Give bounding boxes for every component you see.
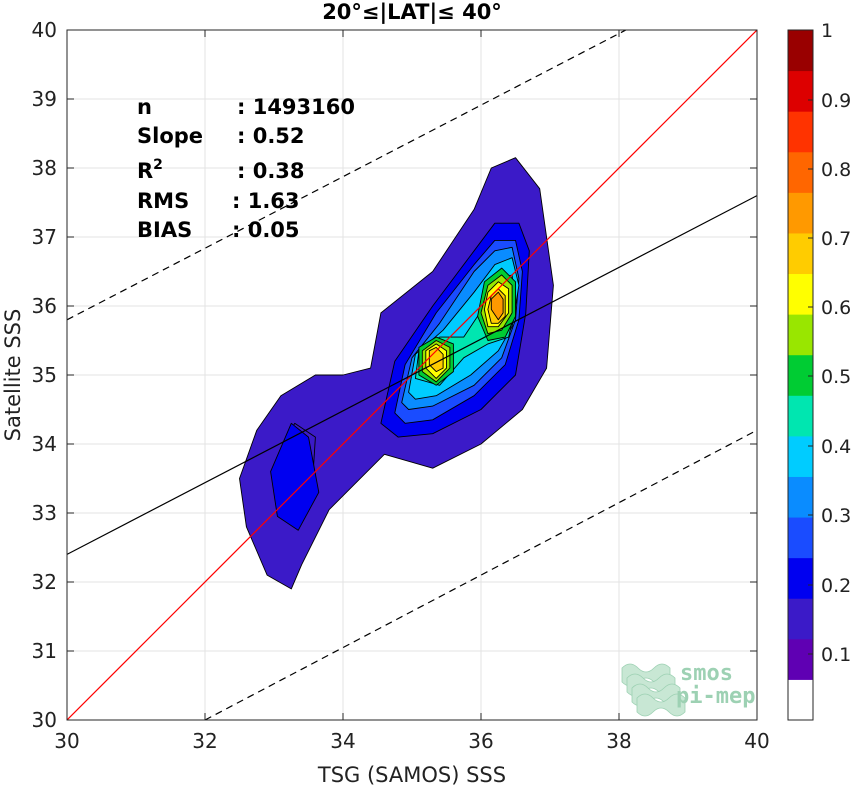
y-tick-label: 32	[32, 570, 57, 594]
colorbar-tick-label: 1	[821, 20, 833, 42]
stat-label-superscript: 2	[153, 157, 163, 173]
x-tick-label: 38	[606, 729, 631, 753]
y-tick-label: 35	[32, 363, 57, 387]
y-tick-label: 38	[32, 156, 57, 180]
y-tick-label: 31	[32, 639, 57, 663]
colorbar-swatch	[788, 192, 813, 234]
colorbar-swatch	[788, 111, 813, 153]
stat-value-bias: : 0.05	[232, 218, 300, 242]
stat-label-rms: RMS	[137, 189, 189, 213]
axis-ticks: 30 32 34 36 38 40 30 31 32 33 34 35 36 37 38 39 40	[32, 18, 770, 753]
regression-fit	[67, 195, 757, 555]
stat-value-r: : 0.38	[237, 159, 305, 183]
colorbar-swatch	[788, 70, 813, 112]
x-tick-label: 32	[192, 729, 217, 753]
colorbar-swatch	[788, 557, 813, 599]
wave-layer	[636, 693, 686, 717]
colorbar-swatch	[788, 435, 813, 477]
colorbar-swatch	[788, 354, 813, 396]
colorbar-tick-label: 0.1	[821, 644, 851, 666]
smos-wave-icon	[621, 663, 686, 717]
x-tick-label: 40	[744, 729, 769, 753]
reference-lines	[67, 30, 757, 720]
colorbar-swatch	[788, 232, 813, 275]
colorbar-swatch	[788, 30, 813, 72]
colorbar-tick-label: 0.3	[821, 505, 851, 527]
watermark-line2: pi-mep	[676, 684, 755, 709]
y-axis-label: Satellite SSS	[1, 309, 25, 442]
chart-title: 20°≤|LAT|≤ 40°	[322, 0, 502, 25]
x-tick-label: 34	[330, 729, 355, 753]
colorbar-swatch	[788, 476, 813, 518]
upper-bound	[67, 30, 627, 321]
colorbar-swatch	[788, 638, 813, 680]
contour-level-11	[490, 291, 504, 321]
colorbar-swatch	[788, 679, 813, 721]
colorbar-swatch	[788, 395, 813, 437]
y-tick-label: 33	[32, 501, 57, 525]
density-contours	[239, 157, 554, 590]
stat-label-n: n	[137, 95, 152, 119]
colorbar-swatch	[788, 151, 813, 193]
stat-value-rms: : 1.63	[232, 189, 300, 213]
colorbar-frame	[787, 29, 814, 721]
colorbar-swatch	[788, 598, 813, 640]
colorbar-tick-label: 0.5	[821, 366, 851, 388]
colorbar-tick-label: 0.2	[821, 575, 851, 597]
y-tick-label: 40	[32, 18, 57, 42]
y-tick-label: 39	[32, 87, 57, 111]
stat-label-bias: BIAS	[137, 218, 192, 242]
y-tick-label: 34	[32, 432, 57, 456]
colorbar-tick-label: 0.4	[821, 436, 851, 458]
colorbar-tick-label: 0.6	[821, 297, 851, 319]
y-tick-label: 36	[32, 294, 57, 318]
colorbar: 0.1 0.2 0.3 0.4 0.5 0.6 0.7 0.8 0.9 1	[787, 20, 851, 721]
colorbar-tick-label: 0.9	[821, 90, 851, 112]
watermark-logo: smos pi-mep	[621, 661, 755, 717]
x-axis-label: TSG (SAMOS) SSS	[317, 763, 506, 787]
lower-bound	[204, 429, 757, 720]
x-tick-label: 36	[468, 729, 493, 753]
stat-label-slope: Slope	[137, 124, 203, 148]
stat-value-n: : 1493160	[237, 95, 355, 119]
colorbar-swatch	[788, 517, 813, 559]
watermark-line1: smos	[680, 661, 733, 686]
colorbar-swatch	[788, 273, 813, 315]
y-tick-label: 37	[32, 225, 57, 249]
colorbar-tick-label: 0.7	[821, 228, 851, 250]
stat-value-slope: : 0.52	[237, 124, 305, 148]
y-tick-label: 30	[32, 708, 57, 732]
colorbar-tick-label: 0.8	[821, 159, 851, 181]
x-tick-label: 30	[54, 729, 79, 753]
colorbar-swatch	[788, 314, 813, 356]
